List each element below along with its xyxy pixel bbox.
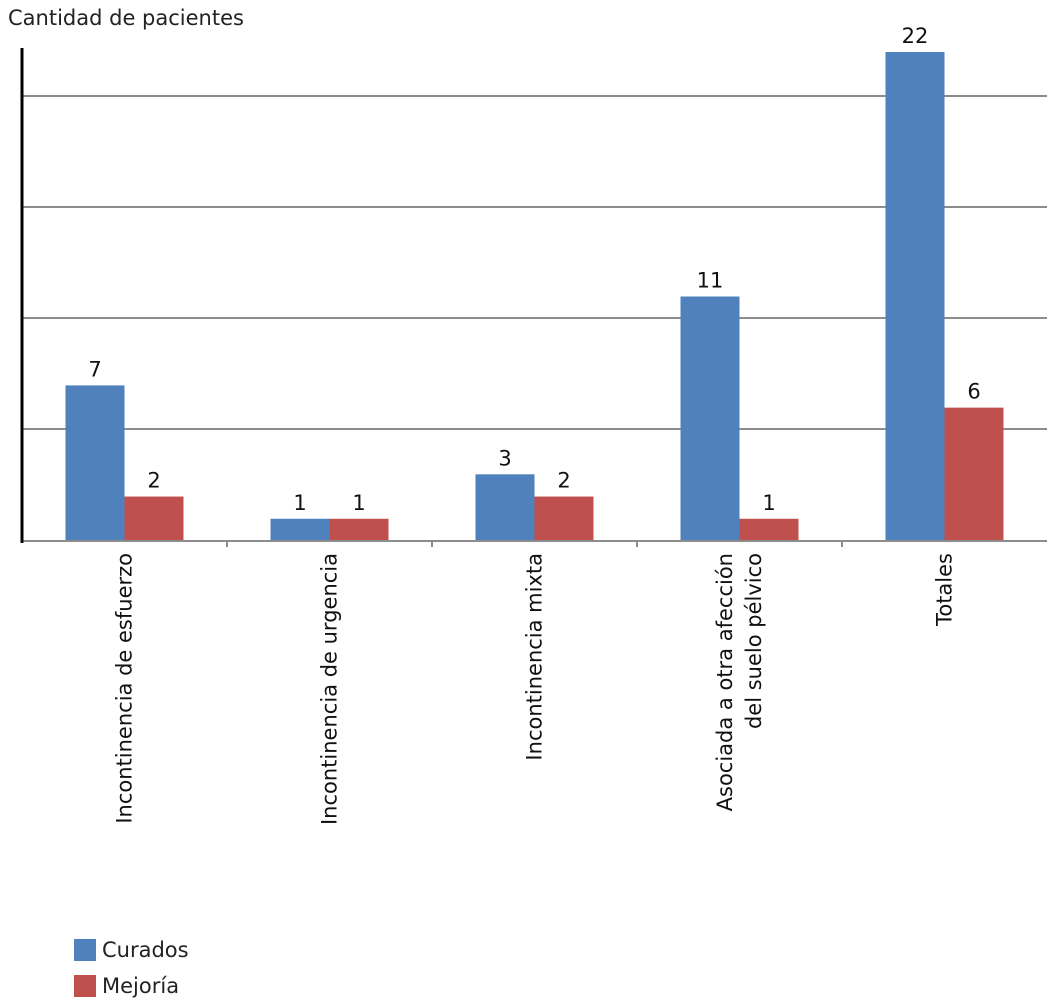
legend: Curados Mejoría <box>74 932 189 1004</box>
category-label: Incontinencia de urgencia <box>318 553 342 825</box>
legend-label-curados: Curados <box>102 938 189 962</box>
category-label: Incontinencia mixta <box>523 553 547 761</box>
category-label-line: Asociada a otra afección <box>713 553 737 811</box>
data-label: 7 <box>88 357 101 381</box>
bar-curados <box>65 385 125 541</box>
bar-mejor-a <box>124 496 184 541</box>
bar-mejor-a <box>534 496 594 541</box>
legend-swatch-mejoria <box>74 975 96 997</box>
bars <box>65 52 1004 541</box>
legend-item-mejoria: Mejoría <box>74 968 189 1004</box>
data-label: 1 <box>293 491 306 515</box>
category-label: Totales <box>933 553 957 627</box>
data-label: 2 <box>557 469 570 493</box>
bar-mejor-a <box>329 518 389 541</box>
axes <box>20 48 1047 547</box>
data-label: 6 <box>967 380 980 404</box>
gridlines <box>22 95 1047 430</box>
data-label: 11 <box>697 269 724 293</box>
category-label-line: Totales <box>933 553 957 627</box>
legend-swatch-curados <box>74 939 96 961</box>
category-label-line: Incontinencia mixta <box>523 553 547 761</box>
legend-label-mejoria: Mejoría <box>102 974 180 998</box>
data-label: 1 <box>352 491 365 515</box>
category-labels: Incontinencia de esfuerzo Incontinencia d… <box>113 553 957 825</box>
bar-curados <box>475 474 535 541</box>
legend-item-curados: Curados <box>74 932 189 968</box>
bar-curados <box>270 518 330 541</box>
data-label: 22 <box>902 24 929 48</box>
category-label: Asociada a otra afección del suelo pélvic… <box>713 553 766 811</box>
data-label: 3 <box>498 446 511 470</box>
category-label-line: Incontinencia de esfuerzo <box>113 553 137 824</box>
bar-mejor-a <box>739 518 799 541</box>
data-label: 1 <box>762 491 775 515</box>
category-label-line: del suelo pélvico <box>742 553 766 729</box>
category-label: Incontinencia de esfuerzo <box>113 553 137 824</box>
bar-curados <box>885 52 945 541</box>
bar-curados <box>680 296 740 541</box>
category-label-line: Incontinencia de urgencia <box>318 553 342 825</box>
data-label: 2 <box>147 469 160 493</box>
y-axis-label: Cantidad de pacientes <box>8 6 244 30</box>
bar-mejor-a <box>944 407 1004 541</box>
